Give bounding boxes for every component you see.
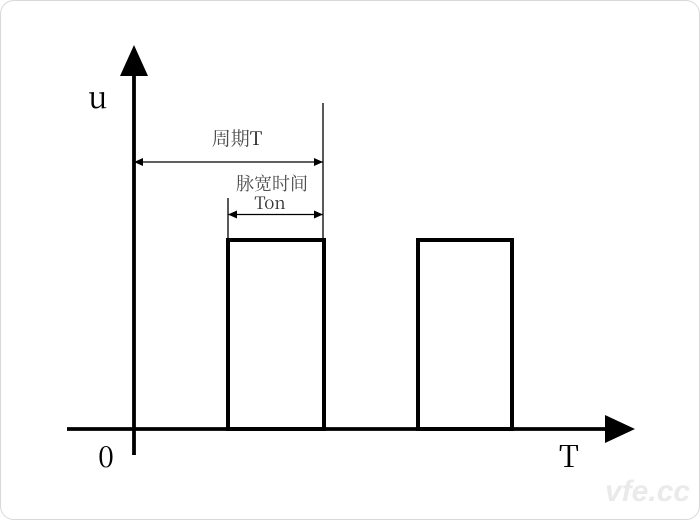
svg-text:u: u	[88, 73, 108, 117]
svg-text:0: 0	[98, 435, 114, 476]
svg-text:T: T	[559, 432, 579, 476]
svg-text:Ton: Ton	[254, 189, 285, 214]
svg-text:周期T: 周期T	[212, 124, 263, 151]
svg-text:vfe.cc: vfe.cc	[605, 475, 690, 508]
